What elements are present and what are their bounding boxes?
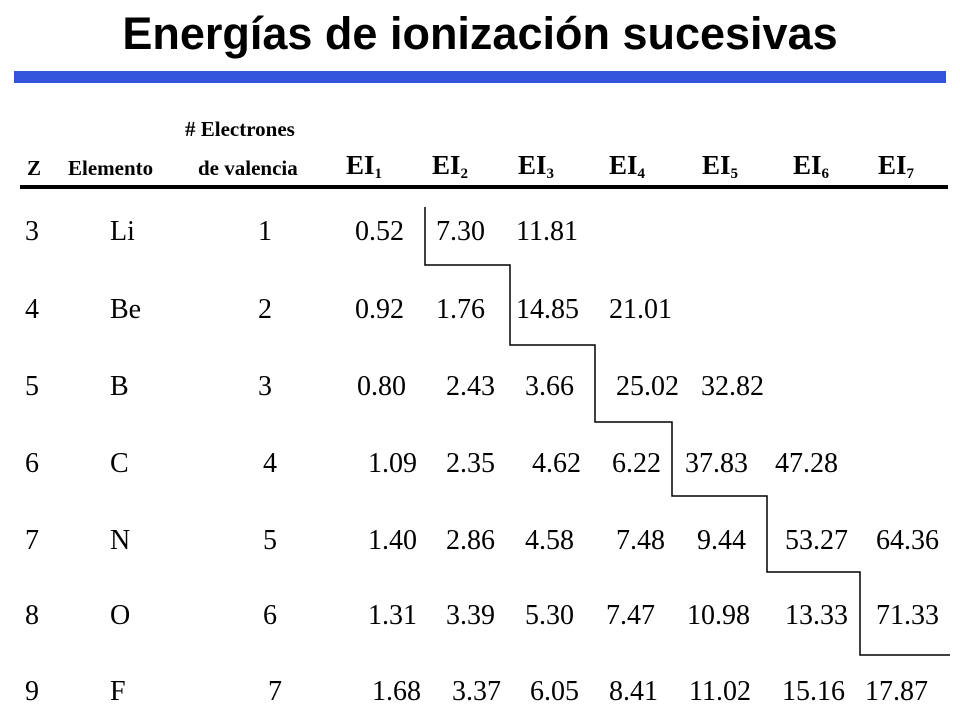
cell-ie1: 0.80 bbox=[357, 371, 406, 402]
cell-ie3: 11.81 bbox=[516, 216, 578, 247]
cell-ie2: 3.37 bbox=[452, 676, 501, 707]
header-ie2: EI2 bbox=[432, 150, 468, 183]
cell-z: 5 bbox=[25, 371, 39, 402]
header-element: Elemento bbox=[68, 156, 154, 180]
cell-ie4: 7.47 bbox=[606, 600, 655, 631]
cell-element: F bbox=[110, 676, 126, 707]
cell-ie3: 14.85 bbox=[516, 294, 579, 325]
header-ie6: EI6 bbox=[793, 150, 829, 183]
header-rule bbox=[20, 185, 948, 189]
cell-ie4: 21.01 bbox=[609, 294, 672, 325]
header-ie-subscript: 4 bbox=[637, 166, 646, 182]
cell-z: 3 bbox=[25, 216, 39, 247]
cell-ie7: 17.87 bbox=[865, 676, 928, 707]
cell-ie3: 3.66 bbox=[525, 371, 574, 402]
header-ie-subscript: 1 bbox=[374, 166, 383, 182]
header-ie-prefix: EI bbox=[793, 150, 822, 180]
cell-ie2: 3.39 bbox=[446, 600, 495, 631]
cell-ie6: 47.28 bbox=[775, 448, 838, 479]
cell-z: 8 bbox=[25, 600, 39, 631]
header-ie-prefix: EI bbox=[432, 150, 461, 180]
cell-ie1: 1.68 bbox=[372, 676, 421, 707]
header-ie5: EI5 bbox=[702, 150, 738, 183]
cell-ie1: 1.40 bbox=[368, 525, 417, 556]
cell-ie2: 2.43 bbox=[446, 371, 495, 402]
cell-valence: 6 bbox=[263, 600, 277, 631]
cell-ie1: 1.09 bbox=[368, 448, 417, 479]
cell-ie3: 5.30 bbox=[525, 600, 574, 631]
cell-valence: 3 bbox=[258, 371, 272, 402]
cell-ie4: 8.41 bbox=[609, 676, 658, 707]
cell-ie2: 2.35 bbox=[446, 448, 495, 479]
cell-z: 7 bbox=[25, 525, 39, 556]
header-ie-subscript: 5 bbox=[730, 166, 739, 182]
header-ie-prefix: EI bbox=[346, 150, 375, 180]
header-z: Z bbox=[27, 156, 42, 180]
header-valence-top: # Electrones bbox=[185, 117, 295, 141]
header-ie-subscript: 7 bbox=[906, 166, 915, 182]
page-title: Energías de ionización sucesivas bbox=[122, 8, 838, 59]
cell-element: Li bbox=[110, 216, 135, 247]
cell-element: Be bbox=[110, 294, 142, 325]
header-ie-subscript: 3 bbox=[546, 166, 555, 182]
cell-ie7: 64.36 bbox=[876, 525, 939, 556]
header-ie1: EI1 bbox=[346, 150, 382, 183]
header-ie4: EI4 bbox=[609, 150, 645, 183]
cell-ie4: 7.48 bbox=[616, 525, 665, 556]
cell-z: 6 bbox=[25, 448, 39, 479]
cell-ie4: 25.02 bbox=[616, 371, 679, 402]
cell-valence: 1 bbox=[258, 216, 272, 247]
cell-ie2: 2.86 bbox=[446, 525, 495, 556]
cell-ie6: 15.16 bbox=[782, 676, 845, 707]
cell-ie1: 0.52 bbox=[355, 216, 404, 247]
cell-element: B bbox=[110, 371, 129, 402]
cell-ie1: 1.31 bbox=[368, 600, 417, 631]
header-valence-bottom: de valencia bbox=[198, 156, 298, 180]
cell-valence: 7 bbox=[268, 676, 282, 707]
cell-ie3: 6.05 bbox=[530, 676, 579, 707]
cell-element: N bbox=[110, 525, 131, 556]
title-accent-bar bbox=[14, 71, 946, 83]
cell-ie3: 4.62 bbox=[532, 448, 581, 479]
cell-ie4: 6.22 bbox=[612, 448, 661, 479]
header-ie3: EI3 bbox=[518, 150, 554, 183]
cell-ie1: 0.92 bbox=[355, 294, 404, 325]
cell-ie2: 7.30 bbox=[436, 216, 485, 247]
cell-valence: 5 bbox=[263, 525, 277, 556]
header-ie-prefix: EI bbox=[878, 150, 907, 180]
cell-valence: 4 bbox=[263, 448, 277, 479]
header-ie7: EI7 bbox=[878, 150, 914, 183]
cell-ie5: 32.82 bbox=[701, 371, 764, 402]
header-ie-subscript: 6 bbox=[821, 166, 830, 182]
cell-element: C bbox=[110, 448, 129, 479]
cell-ie5: 11.02 bbox=[689, 676, 751, 707]
header-ie-subscript: 2 bbox=[460, 166, 469, 182]
cell-ie6: 53.27 bbox=[785, 525, 848, 556]
cell-ie5: 9.44 bbox=[697, 525, 746, 556]
cell-ie7: 71.33 bbox=[876, 600, 939, 631]
header-ie-prefix: EI bbox=[518, 150, 547, 180]
cell-ie6: 13.33 bbox=[785, 600, 848, 631]
cell-element: O bbox=[110, 600, 131, 631]
cell-z: 9 bbox=[25, 676, 39, 707]
cell-z: 4 bbox=[25, 294, 39, 325]
cell-ie3: 4.58 bbox=[525, 525, 574, 556]
cell-ie2: 1.76 bbox=[436, 294, 485, 325]
cell-ie5: 10.98 bbox=[687, 600, 750, 631]
cell-ie5: 37.83 bbox=[685, 448, 748, 479]
header-ie-prefix: EI bbox=[609, 150, 638, 180]
header-ie-prefix: EI bbox=[702, 150, 731, 180]
cell-valence: 2 bbox=[258, 294, 272, 325]
